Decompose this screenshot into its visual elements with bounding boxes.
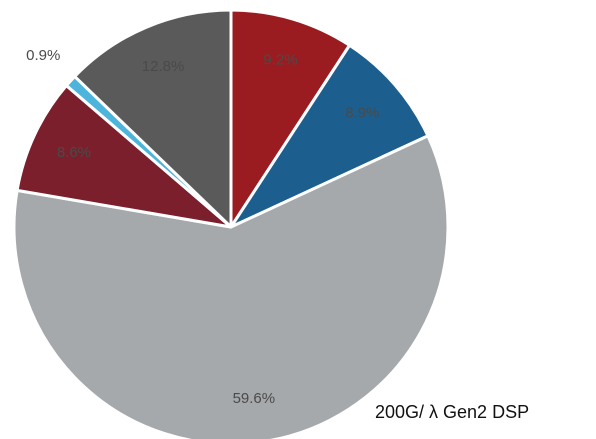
annotation: 200G/ λ Gen2 DSP bbox=[375, 402, 529, 422]
pie-slice bbox=[229, 8, 352, 229]
data-label: 9.2% bbox=[263, 52, 297, 69]
data-label: 8.9% bbox=[345, 104, 379, 121]
data-label: 0.9% bbox=[26, 47, 60, 64]
data-label: 12.8% bbox=[142, 58, 185, 75]
pie-slice bbox=[15, 84, 233, 229]
pie-slice bbox=[73, 8, 233, 229]
pie-slice bbox=[229, 43, 430, 229]
data-label: 59.6% bbox=[233, 390, 276, 407]
data-label: 8.6% bbox=[57, 144, 91, 161]
pie-slice bbox=[12, 134, 450, 439]
